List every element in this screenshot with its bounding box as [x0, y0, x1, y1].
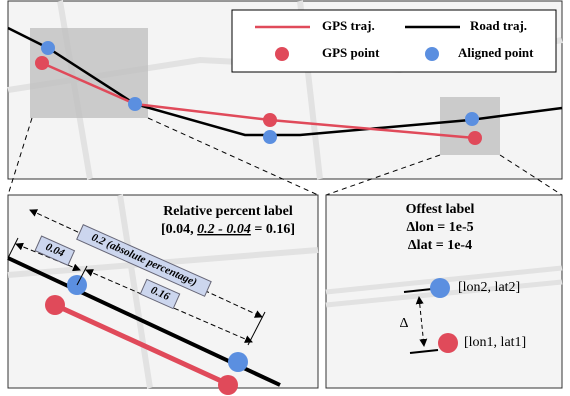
panel-title: Offest label — [406, 202, 475, 217]
formula: [0.04, 0.2 - 0.04 = 0.16] — [161, 222, 295, 237]
legend-label: GPS traj. — [322, 18, 375, 33]
page: GPS traj. Road traj. GPS point Aligned p… — [0, 0, 570, 396]
relative-panel: 0.04 0.2 (absolute percentage) 0.16 Rela… — [8, 195, 318, 395]
offset-line: Δlon = 1e-5 — [406, 220, 473, 235]
point-label: [lon2, lat2] — [458, 280, 520, 295]
legend-label: Road traj. — [470, 18, 527, 33]
offset-panel: Offest label Δlon = 1e-5 Δlat = 1e-4 [lo… — [326, 195, 562, 388]
legend-label: GPS point — [322, 45, 380, 60]
formula-part: [0.04, — [161, 222, 197, 237]
formula-part: 0.2 - 0.04 — [197, 222, 251, 237]
legend-label: Aligned point — [458, 45, 534, 60]
formula-part: = 0.16] — [251, 222, 295, 237]
offset-line: Δlat = 1e-4 — [408, 238, 472, 253]
point-label: [lon1, lat1] — [464, 335, 526, 350]
figure: GPS traj. Road traj. GPS point Aligned p… — [0, 0, 570, 396]
panel-title: Relative percent label — [163, 204, 293, 219]
top-panel: GPS traj. Road traj. GPS point Aligned p… — [8, 1, 562, 179]
delta-label: Δ — [399, 316, 408, 331]
